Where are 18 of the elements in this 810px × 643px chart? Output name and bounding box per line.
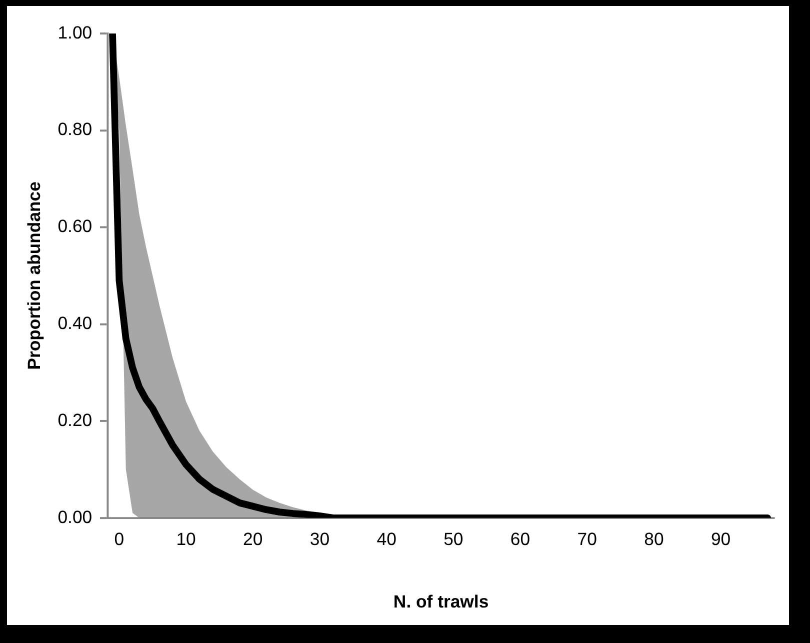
y-tick-label: 0.40 [58, 313, 92, 333]
x-tick-label: 70 [577, 529, 598, 550]
x-tick-label: 30 [310, 529, 330, 550]
y-tick-label: 0.00 [58, 506, 92, 527]
y-axis-title: Proportion abundance [24, 181, 44, 370]
x-tick-label: 40 [376, 529, 397, 550]
x-tick-label: 0 [114, 529, 124, 550]
y-tick-label: 1.00 [58, 22, 92, 42]
y-tick-label: 0.60 [58, 216, 92, 236]
x-tick-label: 20 [243, 529, 263, 550]
y-tick-label: 0.80 [58, 119, 92, 140]
x-tick-label: 50 [444, 529, 464, 550]
y-tick-label: 0.20 [58, 410, 92, 430]
x-tick-label: 90 [710, 529, 731, 550]
x-tick-label: 10 [176, 529, 196, 550]
x-axis-title: N. of trawls [393, 592, 489, 612]
x-tick-label: 60 [510, 529, 530, 550]
x-tick-label: 80 [644, 529, 664, 550]
